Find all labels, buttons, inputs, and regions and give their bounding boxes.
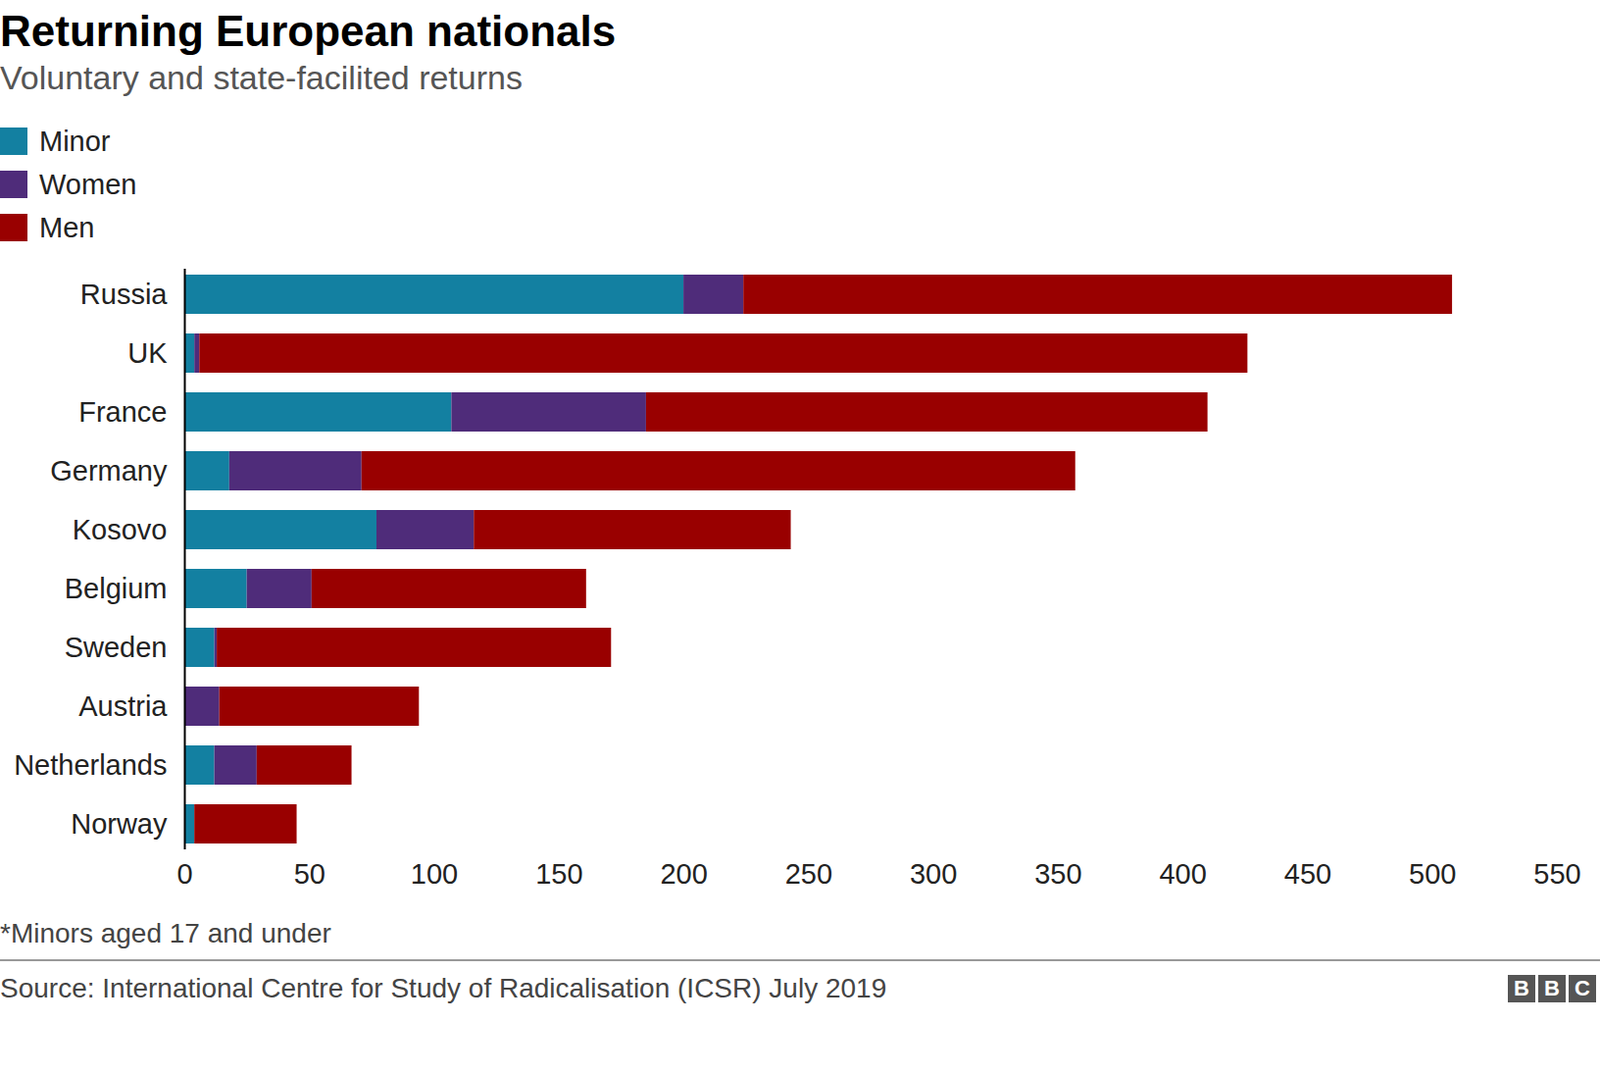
svg-text:Russia: Russia [80,278,169,310]
html-text:Men: Men [39,211,95,244]
svg-text:Belgium: Belgium [64,572,168,604]
html-text:B: B [1513,975,1530,1000]
svg-text:250: 250 [785,857,833,890]
svg-text:350: 350 [1034,857,1082,890]
svg-text:50: 50 [294,857,326,890]
html-text:*Minors aged 17 and under: *Minors aged 17 and under [0,917,332,949]
svg-text:450: 450 [1284,857,1332,890]
svg-text:Germany: Germany [50,454,168,487]
svg-text:Kosovo: Kosovo [72,513,168,546]
svg-text:500: 500 [1408,857,1456,890]
svg-text:300: 300 [909,857,957,890]
svg-text:100: 100 [410,857,458,890]
svg-text:Netherlands: Netherlands [13,749,167,781]
svg-text:0: 0 [176,857,193,890]
html-text:Source: International Centre f: Source: International Centre for Study o… [0,972,887,1003]
html-text:Minor: Minor [39,125,111,157]
svg-text:400: 400 [1158,857,1206,890]
svg-text:UK: UK [127,337,168,369]
html-text:Women: Women [39,168,137,200]
html-text:Returning European nationals: Returning European nationals [0,6,616,55]
html-text:B: B [1544,975,1560,1000]
svg-text:200: 200 [659,857,707,890]
html-text:C: C [1574,975,1591,1000]
svg-text:Norway: Norway [70,807,168,840]
svg-text:550: 550 [1533,857,1581,890]
svg-text:Sweden: Sweden [64,631,168,663]
svg-text:150: 150 [535,857,583,890]
svg-text:France: France [78,396,167,428]
svg-text:Austria: Austria [78,690,168,722]
html-text:Voluntary and state-facilited: Voluntary and state-facilited returns [0,58,523,97]
